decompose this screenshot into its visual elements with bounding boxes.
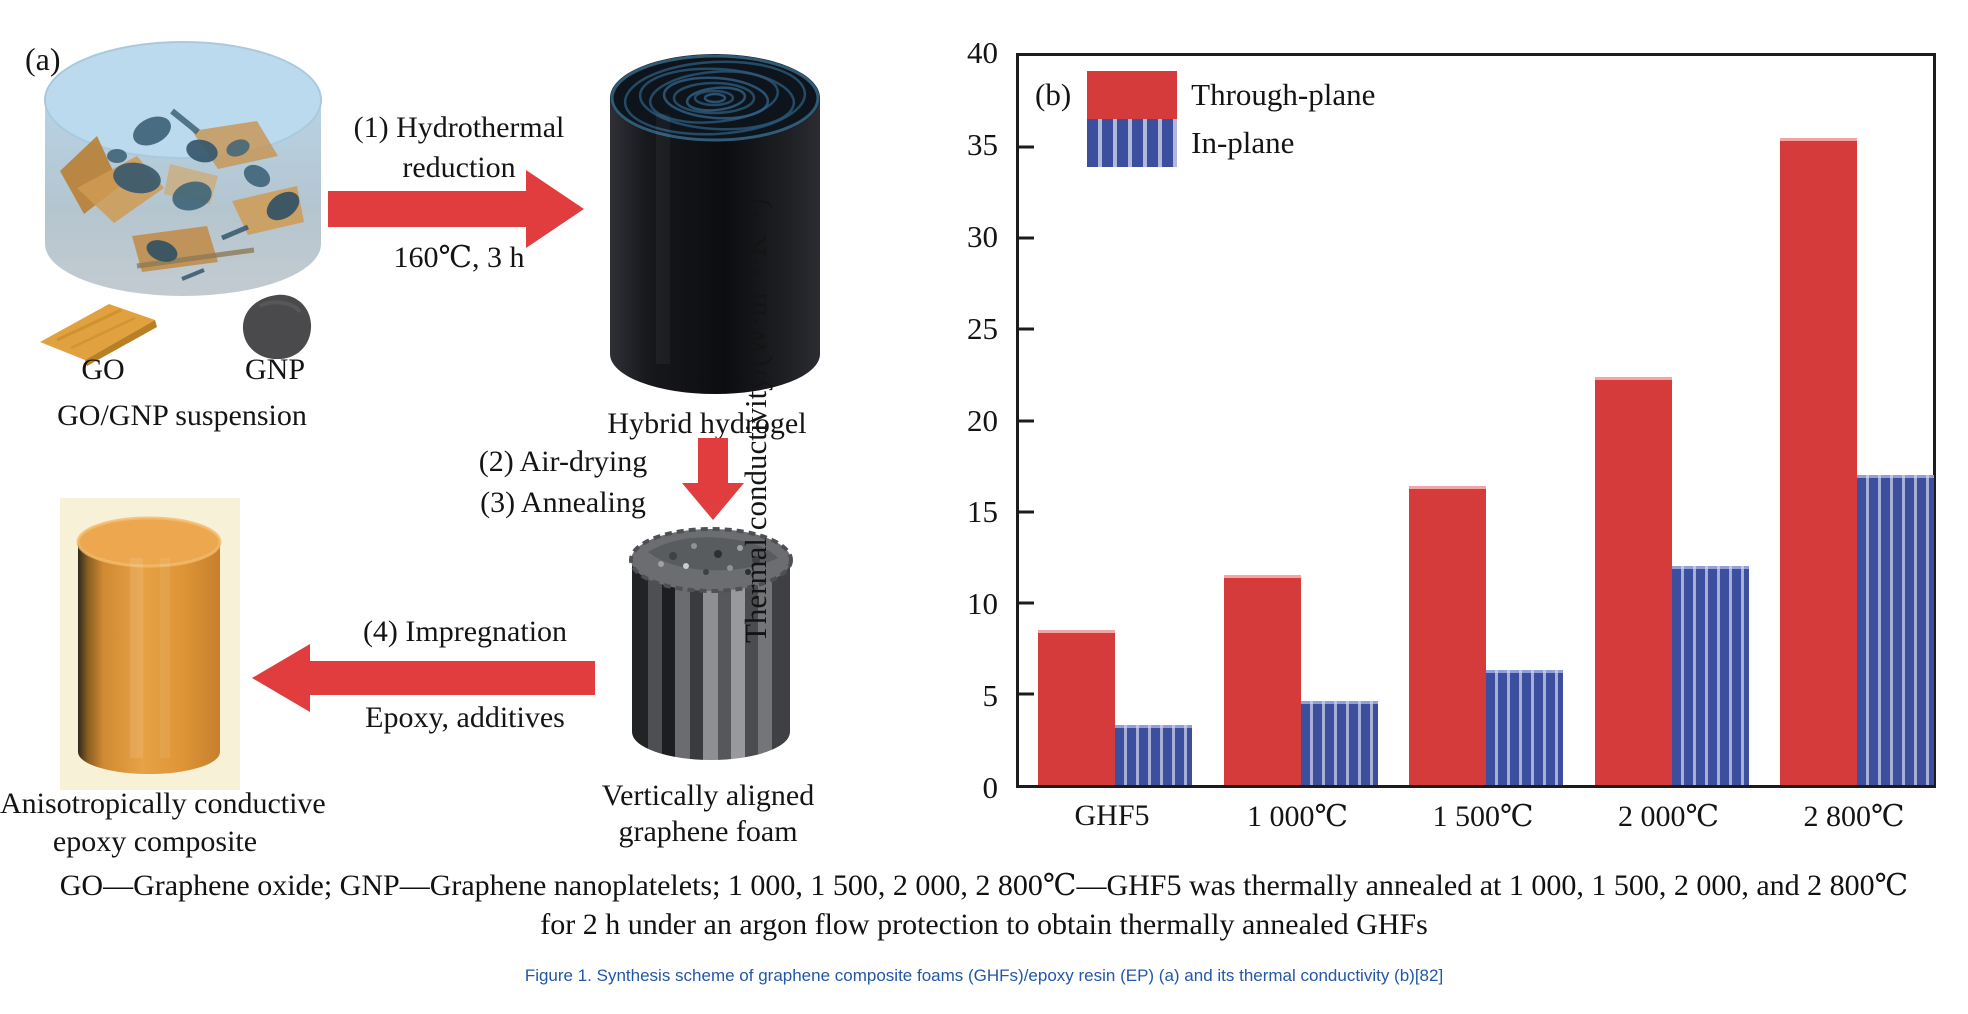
- y-axis-tick-label: 40: [967, 35, 998, 70]
- x-axis-tick-label: 1 500℃: [1432, 800, 1534, 833]
- y-axis-tick-label: 10: [967, 586, 998, 622]
- y-axis-tick-labels: 0 5 10 15 20 25 30 35 40: [920, 35, 1008, 805]
- legend-swatches: [1087, 71, 1178, 167]
- step1-label-line2: reduction: [402, 151, 516, 184]
- chart-legend: (b) Through-plane In-plane: [1035, 71, 1375, 167]
- bar-in-plane-GHF5: [1115, 724, 1192, 785]
- x-axis-tick-label: 2 000℃: [1617, 800, 1720, 833]
- bar-in-plane-1000℃: [1300, 701, 1378, 785]
- y-axis-tick-mark: [1019, 145, 1034, 149]
- bar-through-plane-1000℃: [1223, 575, 1301, 785]
- y-axis-tick-mark: [1019, 419, 1034, 422]
- go-flake-illustration: [40, 304, 157, 366]
- legend-swatch-through-plane: [1087, 71, 1178, 119]
- step23-arrow-down: [682, 438, 744, 520]
- step3-label: (3) Annealing: [480, 486, 646, 519]
- panel-b-label: (b): [1035, 77, 1072, 112]
- epoxy-composite-illustration: [60, 498, 240, 790]
- gnp-particle-illustration: [242, 294, 312, 360]
- x-axis-tick-label: 2 800℃: [1803, 800, 1905, 833]
- legend-label-in-plane: In-plane: [1191, 125, 1295, 160]
- step2-label: (2) Air-drying: [478, 445, 648, 478]
- y-axis-tick-label: 35: [967, 126, 998, 162]
- graphene-foam-illustration: [629, 527, 793, 760]
- legend-labels: Through-plane In-plane: [1191, 71, 1375, 167]
- x-axis-tick-label: 1 000℃: [1246, 800, 1349, 833]
- bar-through-plane-2800℃: [1780, 138, 1857, 785]
- legend-swatch-in-plane: [1087, 119, 1178, 167]
- y-axis-tick-mark: [1019, 327, 1034, 331]
- foam-label-line1: Vertically aligned: [601, 779, 815, 812]
- y-axis-title: Thermal conductivity/(W·m⁻¹·K⁻¹): [738, 198, 773, 643]
- hybrid-hydrogel-illustration: [610, 54, 820, 394]
- y-axis-tick-label: 25: [967, 310, 998, 346]
- step1-condition-label: 160℃, 3 h: [393, 241, 525, 274]
- y-axis-tick-label: 0: [982, 770, 999, 805]
- bar-through-plane-1500℃: [1409, 486, 1486, 785]
- y-axis-tick-mark: [1019, 510, 1034, 514]
- figure-caption: Figure 1. Synthesis scheme of graphene c…: [524, 966, 1444, 985]
- y-axis-tick-label: 20: [967, 402, 998, 438]
- hydrogel-label: Hybrid hydrogel: [607, 407, 807, 440]
- bar-in-plane-2000℃: [1671, 566, 1749, 785]
- gnp-label: GNP: [244, 353, 305, 386]
- step1-label-line1: (1) Hydrothermal: [353, 111, 565, 144]
- suspension-beaker-illustration: [44, 41, 322, 296]
- y-axis-tick-label: 5: [982, 678, 999, 714]
- panel-a-label: (a): [25, 41, 61, 77]
- y-axis-tick-mark: [1019, 601, 1034, 605]
- go-label: GO: [81, 353, 125, 386]
- bar-through-plane-GHF5: [1038, 630, 1115, 785]
- x-axis-tick-labels: GHF5 1 000℃ 1 500℃ 2 000℃ 2 800℃: [1016, 799, 1936, 841]
- foam-label-line2: graphene foam: [618, 815, 798, 848]
- y-axis-tick-mark: [1019, 692, 1034, 696]
- step4-arrow-left: [252, 644, 595, 712]
- composite-label-line2: epoxy composite: [52, 825, 258, 858]
- bar-through-plane-2000℃: [1594, 376, 1672, 785]
- caption-line1: GO—Graphene oxide; GNP—Graphene nanoplat…: [59, 869, 1909, 902]
- bar-in-plane-1500℃: [1486, 670, 1563, 785]
- step1-arrow-right: [328, 170, 584, 248]
- bar-in-plane-2800℃: [1857, 475, 1934, 785]
- y-axis-tick-label: 30: [967, 218, 998, 254]
- composite-label-line1: Anisotropically conductive: [0, 787, 326, 820]
- plot-area: (b) Through-plane In-plane: [1016, 53, 1936, 788]
- legend-label-through-plane: Through-plane: [1191, 77, 1376, 112]
- step4-label: (4) Impregnation: [362, 615, 568, 648]
- step4-condition-label: Epoxy, additives: [365, 701, 565, 734]
- y-axis-tick-label: 15: [967, 494, 998, 530]
- x-axis-tick-label: GHF5: [1074, 799, 1150, 832]
- caption-line2: for 2 h under an argon flow protection t…: [540, 908, 1428, 941]
- y-axis-tick-mark: [1019, 236, 1034, 240]
- suspension-label: GO/GNP suspension: [57, 399, 307, 432]
